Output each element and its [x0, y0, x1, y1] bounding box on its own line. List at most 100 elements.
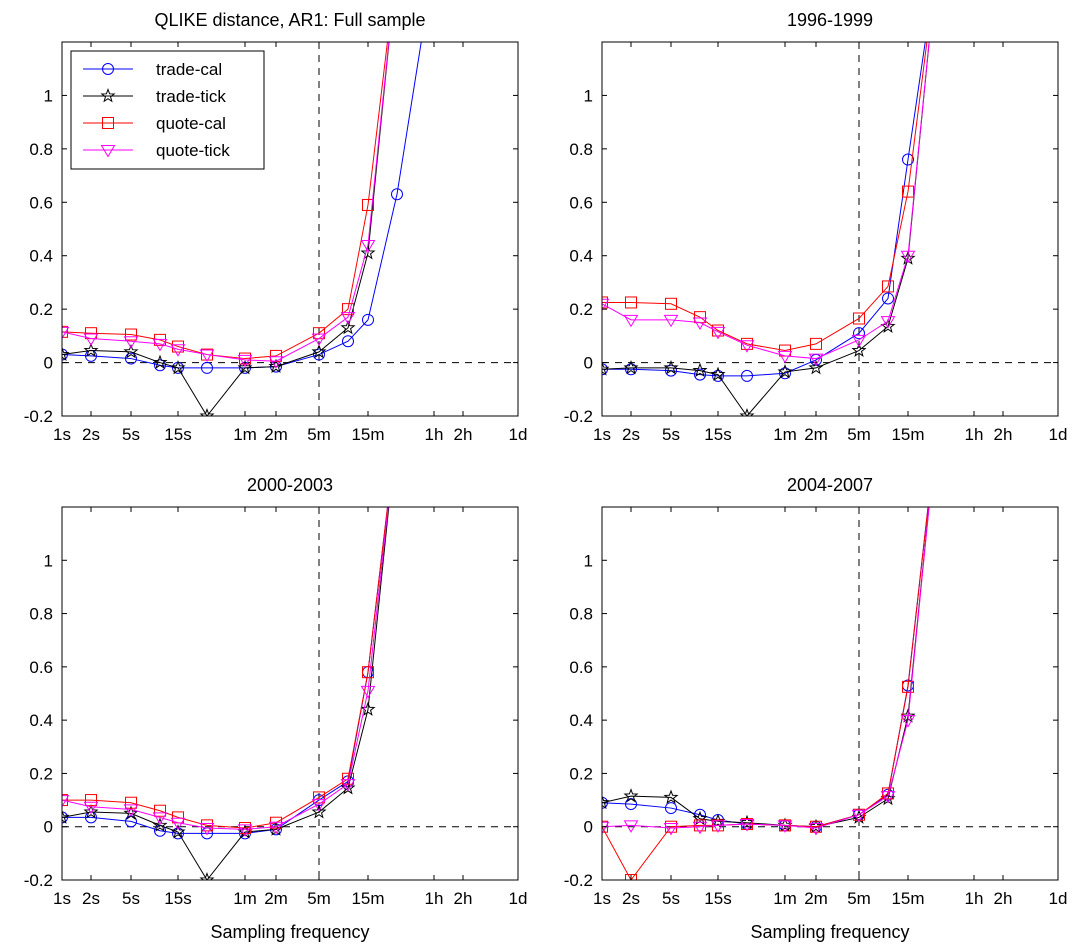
panel-1: QLIKE distance, AR1: Full sample -0.2 0 0.2… [24, 10, 528, 444]
data-point-quote-tick [360, 685, 376, 699]
x-tick-label: 1s [593, 425, 611, 444]
y-tick-label: 0.4 [569, 711, 593, 730]
x-tick-label: 5s [122, 425, 140, 444]
y-tick-label: -0.2 [24, 871, 53, 890]
data-point-quote-cal [201, 348, 213, 361]
y-tick-label: 0.8 [569, 605, 593, 624]
data-point-trade-tick [199, 872, 215, 880]
y-tick-label: -0.2 [564, 407, 593, 426]
x-tick-label: 1m [773, 889, 797, 908]
data-point-trade-tick [311, 343, 327, 359]
data-point-quote-tick [663, 314, 679, 328]
axes-box [601, 41, 1059, 417]
panel-title: QLIKE distance, AR1: Full sample [154, 10, 425, 30]
data-point-trade-cal [779, 367, 791, 380]
data-point-quote-tick [777, 350, 793, 364]
x-tick-label: 15s [164, 889, 191, 908]
x-axis-label: Sampling frequency [210, 922, 369, 942]
data-point-trade-tick [623, 788, 639, 803]
data-point-trade-tick [808, 818, 824, 834]
data-point-quote-tick [152, 338, 168, 352]
legend-label: quote-cal [156, 114, 226, 133]
series-line-quote-cal [62, 42, 388, 360]
data-point-trade-tick [199, 408, 215, 416]
data-point-trade-cal [602, 796, 608, 809]
x-tick-label: 1s [53, 425, 71, 444]
data-point-quote-tick [777, 820, 793, 833]
data-point-trade-tick [777, 363, 793, 379]
series-line-trade-cal [602, 42, 926, 377]
data-point-quote-cal [362, 666, 374, 679]
data-point-quote-cal [625, 874, 637, 880]
x-axis-label: Sampling frequency [750, 922, 909, 942]
data-point-quote-cal [125, 796, 137, 809]
data-point-trade-tick [602, 794, 610, 810]
data-point-trade-tick [340, 319, 356, 335]
series-line-quote-tick [602, 42, 930, 360]
data-point-quote-tick [710, 326, 726, 340]
x-tick-label: 5s [662, 889, 680, 908]
data-point-quote-cal [62, 325, 68, 338]
x-tick-label: 15m [351, 425, 384, 444]
data-point-trade-tick [360, 701, 376, 716]
x-tick-label: 1d [1049, 425, 1068, 444]
x-tick-label: 2h [994, 889, 1013, 908]
plot-area [62, 42, 422, 416]
data-point-trade-tick [83, 342, 99, 357]
data-point-quote-tick [311, 333, 327, 347]
data-point-quote-tick [199, 823, 215, 836]
data-point-trade-cal [362, 313, 374, 326]
data-point-trade-cal [665, 364, 677, 377]
panel-title: 1996-1999 [787, 10, 873, 30]
x-tick-label: 2m [804, 889, 828, 908]
y-tick-label: 0.2 [29, 300, 53, 319]
x-tick-label: 15m [891, 425, 924, 444]
x-tick-label: 1m [233, 425, 257, 444]
data-point-quote-tick [268, 356, 284, 369]
legend-label: quote-tick [156, 141, 230, 160]
data-point-trade-tick [663, 359, 679, 375]
legend-marker [100, 88, 116, 103]
data-point-trade-cal [125, 352, 137, 365]
series-line-trade-tick [602, 42, 930, 416]
series-line-trade-tick [62, 42, 390, 416]
data-point-trade-tick [739, 814, 755, 830]
data-point-trade-tick [663, 789, 679, 804]
legend-item-trade-tick: trade-tick [83, 87, 226, 106]
plot-area [602, 507, 930, 880]
data-point-trade-tick [123, 343, 139, 359]
data-point-trade-cal [741, 369, 753, 382]
data-point-trade-tick [83, 804, 99, 819]
data-point-trade-tick [62, 809, 70, 824]
series-line-quote-cal [62, 507, 389, 829]
x-tick-label: 1h [425, 889, 444, 908]
data-point-quote-cal [342, 303, 354, 316]
data-point-trade-cal [201, 361, 213, 374]
data-point-quote-tick [900, 715, 916, 728]
x-tick-label: 15m [351, 889, 384, 908]
series-line-trade-cal [602, 507, 929, 828]
x-tick-label: 2h [454, 425, 473, 444]
data-point-quote-cal [313, 791, 325, 804]
x-tick-label: 1s [593, 889, 611, 908]
x-tick-label: 1m [233, 889, 257, 908]
plot-area [602, 42, 930, 416]
y-tick-label: 0.6 [569, 193, 593, 212]
series-line-quote-cal [602, 507, 929, 880]
data-point-trade-tick [808, 359, 824, 375]
data-point-quote-tick [808, 823, 824, 836]
data-point-quote-cal [125, 328, 137, 341]
data-point-quote-tick [739, 340, 755, 353]
legend-item-quote-tick: quote-tick [83, 141, 230, 160]
data-point-quote-tick [83, 333, 99, 347]
y-tick-label: 0.6 [29, 658, 53, 677]
x-tick-label: 15s [704, 889, 731, 908]
y-tick-label: 0 [584, 818, 593, 837]
x-tick-label: 15m [891, 889, 924, 908]
data-point-quote-tick [851, 334, 867, 348]
x-tick-label: 2m [264, 425, 288, 444]
y-tick-label: 0.6 [29, 193, 53, 212]
data-point-quote-tick [268, 821, 284, 835]
y-tick-label: 1 [584, 86, 593, 105]
x-tick-label: 5m [847, 889, 871, 908]
